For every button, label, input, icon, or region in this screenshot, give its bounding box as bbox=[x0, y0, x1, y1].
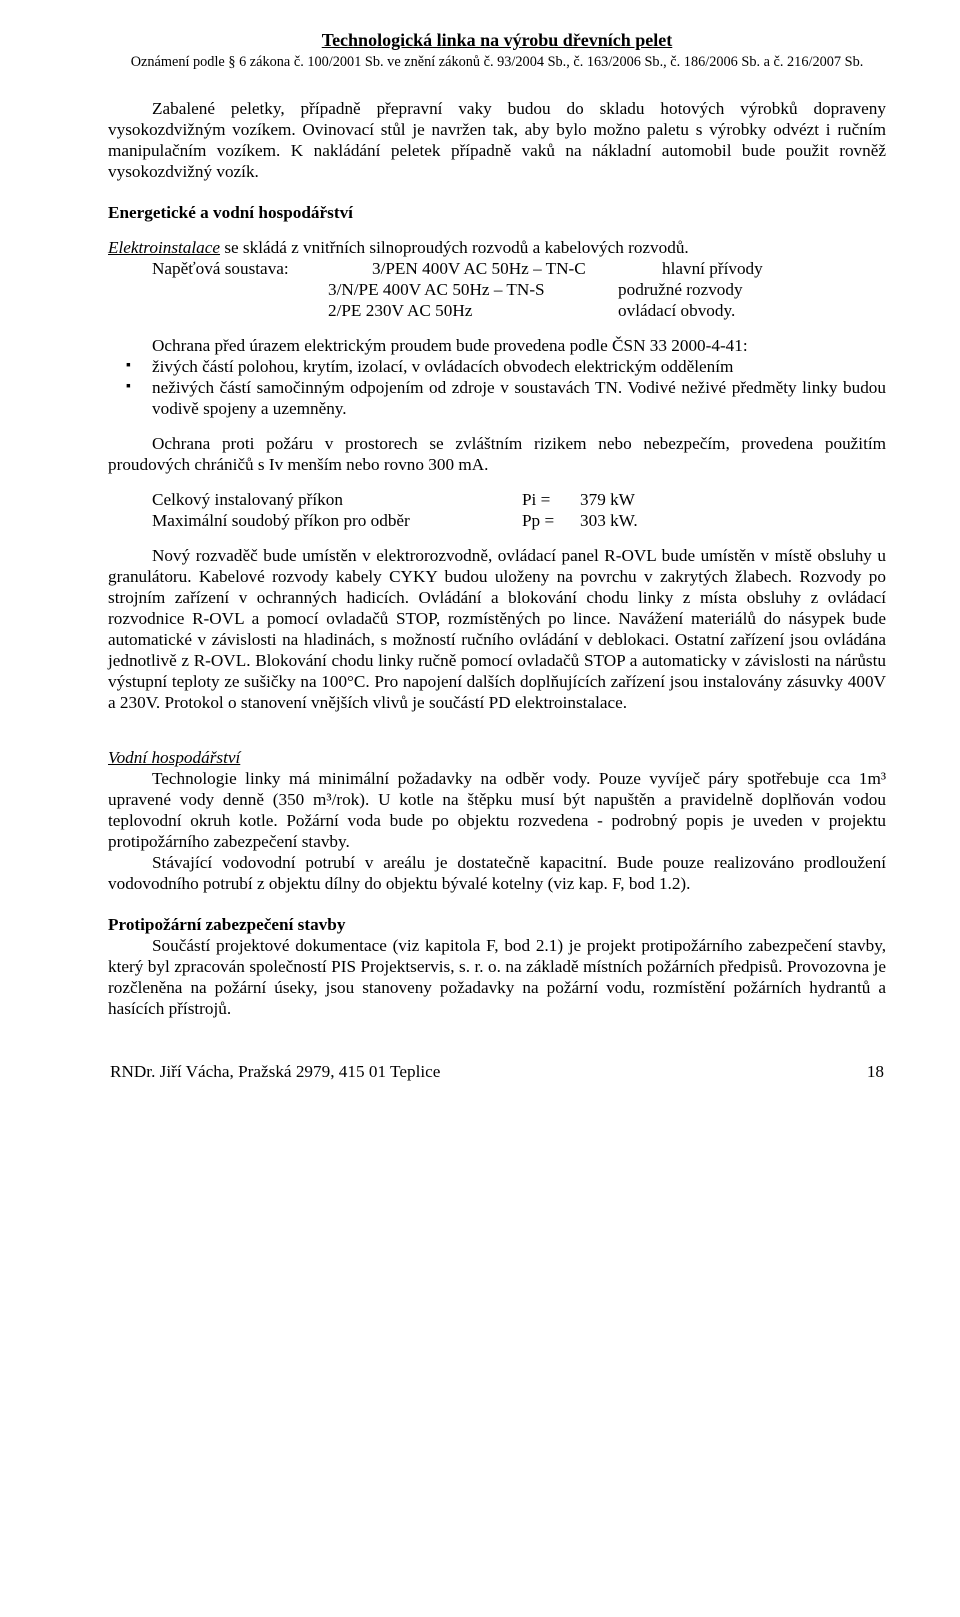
heading-fire-safety: Protipožární zabezpečení stavby bbox=[108, 915, 886, 936]
paragraph-fire-safety: Součástí projektové dokumentace (viz kap… bbox=[108, 936, 886, 1020]
lead-electroinstall-cont: se skládá z vnitřních silnoproudých rozv… bbox=[220, 238, 689, 257]
power-symbol: Pi = bbox=[522, 490, 580, 511]
voltage-desc: hlavní přívody bbox=[662, 259, 886, 280]
page-header-subtitle: Oznámení podle § 6 zákona č. 100/2001 Sb… bbox=[108, 54, 886, 71]
paragraph-water-1: Technologie linky má minimální požadavky… bbox=[108, 769, 886, 853]
footer-author: RNDr. Jiří Vácha, Pražská 2979, 415 01 T… bbox=[110, 1062, 440, 1083]
paragraph-csn-lead: Ochrana před úrazem elektrickým proudem … bbox=[108, 336, 886, 357]
document-page: Technologická linka na výrobu dřevních p… bbox=[0, 0, 960, 1123]
bullet-list: živých částí polohou, krytím, izolací, v… bbox=[108, 357, 886, 420]
list-item: živých částí polohou, krytím, izolací, v… bbox=[108, 357, 886, 378]
voltage-row: Napěťová soustava: 3/PEN 400V AC 50Hz – … bbox=[108, 259, 886, 280]
voltage-row: 2/PE 230V AC 50Hz ovládací obvody. bbox=[108, 301, 886, 322]
paragraph-water-2: Stávající vodovodní potrubí v areálu je … bbox=[108, 853, 886, 895]
voltage-system: 3/PEN 400V AC 50Hz – TN-C bbox=[372, 259, 662, 280]
power-value: 379 kW bbox=[580, 490, 930, 511]
page-number: 18 bbox=[867, 1062, 884, 1083]
power-label: Celkový instalovaný příkon bbox=[152, 490, 522, 511]
lead-electroinstall: Elektroinstalace bbox=[108, 238, 220, 257]
page-footer: RNDr. Jiří Vácha, Pražská 2979, 415 01 T… bbox=[108, 1062, 886, 1083]
heading-water: Vodní hospodářství bbox=[108, 748, 886, 769]
list-item: neživých částí samočinným odpojením od z… bbox=[108, 378, 886, 420]
voltage-label: Napěťová soustava: bbox=[152, 259, 289, 278]
power-symbol: Pp = bbox=[522, 511, 580, 532]
power-row: Maximální soudobý příkon pro odběr Pp = … bbox=[108, 511, 930, 532]
voltage-desc: podružné rozvody bbox=[618, 280, 886, 301]
voltage-row: 3/N/PE 400V AC 50Hz – TN-S podružné rozv… bbox=[108, 280, 886, 301]
paragraph-electroinstall: Elektroinstalace se skládá z vnitřních s… bbox=[108, 238, 886, 259]
paragraph-switchboard: Nový rozvaděč bude umístěn v elektrorozv… bbox=[108, 546, 886, 714]
power-row: Celkový instalovaný příkon Pi = 379 kW bbox=[108, 490, 930, 511]
power-label: Maximální soudobý příkon pro odběr bbox=[152, 511, 522, 532]
paragraph-fire-protect: Ochrana proti požáru v prostorech se zvl… bbox=[108, 434, 886, 476]
power-value: 303 kW. bbox=[580, 511, 930, 532]
voltage-system: 3/N/PE 400V AC 50Hz – TN-S bbox=[328, 280, 618, 301]
voltage-system: 2/PE 230V AC 50Hz bbox=[328, 301, 618, 322]
heading-electric-water: Energetické a vodní hospodářství bbox=[108, 203, 886, 224]
paragraph-pellets: Zabalené peletky, případně přepravní vak… bbox=[108, 99, 886, 183]
page-header-title: Technologická linka na výrobu dřevních p… bbox=[108, 30, 886, 52]
voltage-desc: ovládací obvody. bbox=[618, 301, 886, 322]
